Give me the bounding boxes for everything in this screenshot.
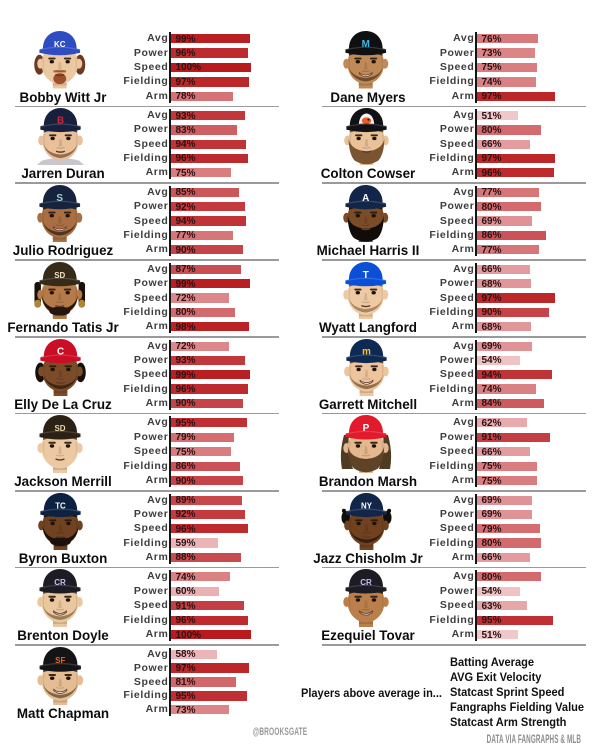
- svg-text:NY: NY: [361, 501, 373, 510]
- svg-text:B: B: [56, 116, 63, 127]
- svg-text:TC: TC: [55, 501, 66, 510]
- svg-text:C: C: [56, 346, 63, 357]
- svg-text:T: T: [363, 269, 369, 280]
- svg-text:SD: SD: [54, 424, 65, 433]
- svg-text:m: m: [362, 346, 371, 357]
- svg-text:P: P: [363, 423, 370, 434]
- svg-text:A: A: [362, 192, 369, 203]
- svg-text:SD: SD: [54, 270, 65, 279]
- svg-text:S: S: [57, 192, 64, 203]
- svg-text:KC: KC: [54, 40, 66, 49]
- svg-text:CR: CR: [360, 578, 372, 587]
- svg-text:M: M: [362, 39, 370, 50]
- svg-text:CR: CR: [54, 578, 66, 587]
- svg-text:SF: SF: [55, 656, 65, 665]
